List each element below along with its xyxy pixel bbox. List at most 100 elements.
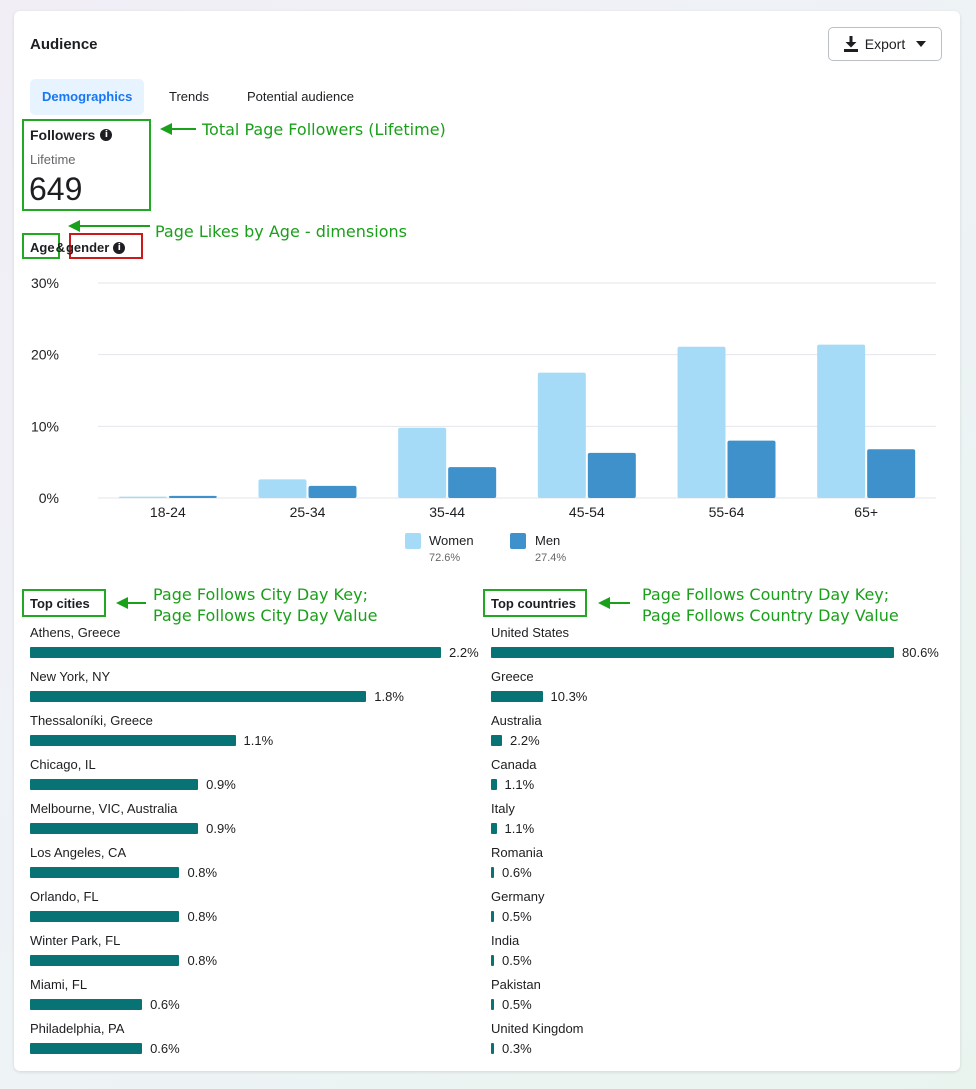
list-item-value: 0.5% [502, 997, 532, 1012]
list-item-value: 0.3% [502, 1041, 532, 1056]
list-item-name: Canada [491, 757, 537, 772]
tab-trends[interactable]: Trends [169, 89, 209, 104]
list-item-bar [491, 999, 494, 1010]
list-item-name: Los Angeles, CA [30, 845, 127, 860]
list-item-name: Italy [491, 801, 515, 816]
info-icon[interactable]: i [100, 129, 113, 141]
list-item-name: Athens, Greece [30, 625, 121, 640]
list-item-bar [30, 1043, 143, 1054]
list-item-name: Winter Park, FL [30, 933, 121, 948]
x-tick-label: 55-64 [709, 504, 745, 520]
age-highlight-box [22, 233, 60, 259]
list-item-name: Miami, FL [30, 977, 88, 992]
legend-men-label: Men [535, 533, 561, 548]
list-item-value: 0.6% [150, 1041, 180, 1056]
list-item-bar [30, 779, 199, 790]
x-tick-label: 35-44 [429, 504, 465, 520]
followers-count: 649 [29, 171, 83, 207]
list-item-name: United States [491, 625, 570, 640]
list-item-name: Greece [491, 669, 534, 684]
legend-men-pct: 27.4% [535, 552, 567, 564]
annotation-arrow-line [126, 602, 146, 604]
list-item-name: India [491, 933, 520, 948]
list-item-name: Pakistan [491, 977, 541, 992]
bar-men-35-44 [448, 467, 497, 498]
export-button[interactable]: Export [828, 27, 942, 61]
bar-women-55-64 [677, 346, 726, 498]
list-item-value: 1.1% [243, 733, 274, 748]
age-gender-heading: Age & gender i [30, 240, 126, 255]
bar-women-65+ [817, 344, 866, 498]
bar-women-25-34 [258, 479, 307, 498]
annotation-countries-line2: Page Follows Country Day Value [642, 606, 899, 625]
followers-sublabel: Lifetime [30, 152, 76, 167]
list-item-name: Chicago, IL [30, 757, 96, 772]
y-tick-label: 0% [39, 490, 59, 506]
annotation-arrow-line [170, 128, 196, 130]
export-label: Export [864, 36, 906, 52]
annotation-arrow-icon [68, 220, 80, 232]
list-item-name: Orlando, FL [30, 889, 99, 904]
info-icon[interactable]: i [113, 241, 126, 254]
list-item-bar [30, 691, 367, 702]
top-countries-heading: Top countries [491, 596, 576, 611]
list-item-name: Melbourne, VIC, Australia [30, 801, 178, 816]
list-item-bar [30, 867, 180, 878]
legend-women-label: Women [429, 533, 474, 548]
list-item-bar [30, 955, 180, 966]
bar-women-35-44 [398, 427, 447, 498]
list-item-value: 0.5% [502, 953, 532, 968]
list-item-value: 0.5% [502, 909, 532, 924]
list-item-name: Germany [491, 889, 545, 904]
caret-down-icon [916, 41, 927, 47]
list-item-value: 2.2% [510, 733, 540, 748]
x-tick-label: 45-54 [569, 504, 605, 520]
gender-label: gender [65, 240, 110, 255]
annotation-arrow-line [608, 602, 630, 604]
bar-men-18-24 [168, 495, 217, 498]
tab-potential-audience[interactable]: Potential audience [247, 89, 354, 104]
list-item-bar [491, 735, 502, 746]
list-item-bar [491, 955, 494, 966]
followers-label-row: Followers i [30, 127, 113, 143]
list-item-value: 0.6% [150, 997, 180, 1012]
bar-men-55-64 [727, 440, 776, 498]
annotation-age: Page Likes by Age - dimensions [155, 222, 407, 241]
bar-men-25-34 [308, 485, 357, 498]
list-item-bar [30, 735, 236, 746]
list-item-name: Thessaloníki, Greece [30, 713, 153, 728]
annotation-followers: Total Page Followers (Lifetime) [202, 120, 446, 139]
page-title: Audience [30, 36, 98, 53]
x-tick-label: 25-34 [290, 504, 326, 520]
list-item-name: New York, NY [30, 669, 111, 684]
list-item-value: 0.9% [206, 821, 236, 836]
bar-women-18-24 [118, 496, 167, 498]
x-tick-label: 18-24 [150, 504, 186, 520]
cities-highlight-box [22, 589, 106, 617]
tab-demographics[interactable]: Demographics [30, 79, 145, 115]
age-label: Age [30, 240, 55, 255]
list-item-bar [30, 999, 143, 1010]
list-item-value: 0.8% [187, 865, 218, 880]
list-item-bar [30, 647, 441, 658]
list-item-value: 10.3% [550, 689, 588, 704]
bar-women-45-54 [537, 372, 586, 498]
list-item-value: 2.2% [449, 645, 479, 660]
list-item-value: 0.9% [206, 777, 236, 792]
list-item-value: 80.6% [902, 645, 939, 660]
list-item-bar [491, 691, 543, 702]
list-item-bar [30, 823, 199, 834]
list-item-value: 1.1% [504, 821, 535, 836]
followers-highlight-box [22, 119, 151, 211]
amp-label: & [55, 240, 65, 255]
annotation-arrow-icon [598, 597, 610, 609]
annotation-countries-line1: Page Follows Country Day Key; [642, 585, 890, 604]
age-gender-chart: 0% 10% 20% 30% 18-24 25-34 35-44 45-54 55-64 65+ [31, 275, 936, 520]
annotation-cities-line2: Page Follows City Day Value [153, 606, 378, 625]
y-tick-label: 10% [31, 418, 59, 434]
list-item-value: 0.8% [187, 953, 218, 968]
list-item-bar [491, 823, 497, 834]
list-item-value: 1.1% [504, 777, 535, 792]
legend-women-pct: 72.6% [429, 552, 461, 564]
list-item-bar [491, 911, 494, 922]
